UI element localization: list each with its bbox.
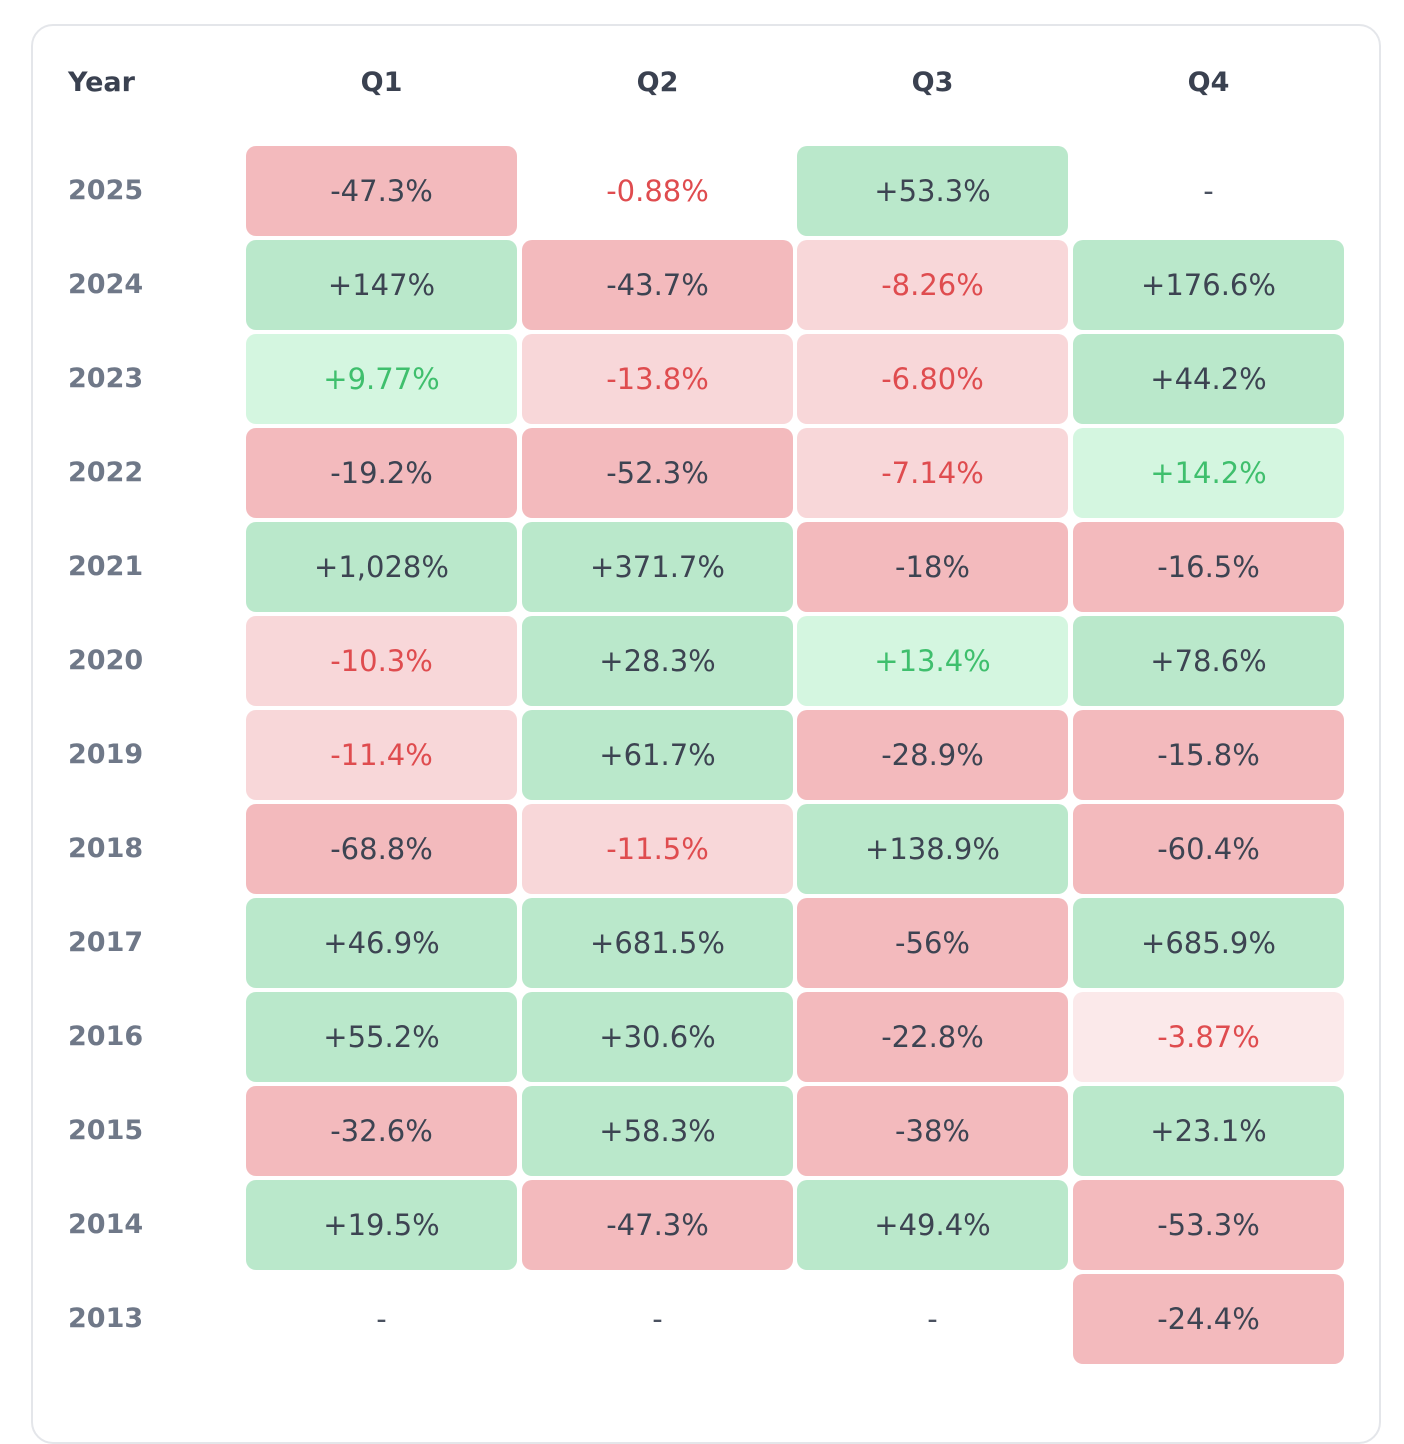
quarter-return-cell-q4: -16.5% — [1073, 522, 1344, 612]
quarter-return-cell-q4: +176.6% — [1073, 240, 1344, 330]
quarter-return-cell-q1: -68.8% — [246, 804, 517, 894]
quarter-return-cell-q2: -13.8% — [522, 334, 793, 424]
quarter-return-cell-q2: +371.7% — [522, 522, 793, 612]
quarter-return-cell-q4: +685.9% — [1073, 898, 1344, 988]
header-q2: Q2 — [636, 67, 679, 98]
quarter-return-cell-q2: +30.6% — [522, 992, 793, 1082]
quarter-return-cell-q1: - — [376, 1302, 387, 1336]
header-year: Year — [68, 67, 135, 98]
quarter-return-cell-q4: +44.2% — [1073, 334, 1344, 424]
header-q1: Q1 — [360, 67, 403, 98]
year-label: 2017 — [68, 927, 144, 958]
quarter-return-cell-q3: +49.4% — [797, 1180, 1068, 1270]
quarter-return-cell-q1: +19.5% — [246, 1180, 517, 1270]
quarter-return-cell-q2: +681.5% — [522, 898, 793, 988]
quarter-return-cell-q1: -19.2% — [246, 428, 517, 518]
quarter-return-cell-q1: +46.9% — [246, 898, 517, 988]
header-q3: Q3 — [911, 67, 954, 98]
year-label: 2015 — [68, 1115, 144, 1146]
quarter-return-cell-q4: -15.8% — [1073, 710, 1344, 800]
year-label: 2019 — [68, 739, 144, 770]
table-row: 2021 +1,028% +371.7% -18% -16.5% — [0, 522, 1404, 612]
quarter-return-cell-q3: -56% — [797, 898, 1068, 988]
quarter-return-cell-q1: -47.3% — [246, 146, 517, 236]
quarter-return-cell-q4: -60.4% — [1073, 804, 1344, 894]
quarter-return-cell-q4: -53.3% — [1073, 1180, 1344, 1270]
quarter-return-cell-q3: -7.14% — [797, 428, 1068, 518]
quarter-return-cell-q3: -22.8% — [797, 992, 1068, 1082]
quarter-return-cell-q2: +28.3% — [522, 616, 793, 706]
quarter-return-cell-q2: +58.3% — [522, 1086, 793, 1176]
year-label: 2018 — [68, 833, 144, 864]
table-row: 2024 +147% -43.7% -8.26% +176.6% — [0, 240, 1404, 330]
quarter-return-cell-q4: - — [1203, 174, 1214, 208]
year-label: 2020 — [68, 645, 144, 676]
quarter-return-cell-q2: -11.5% — [522, 804, 793, 894]
year-label: 2023 — [68, 363, 144, 394]
quarter-return-cell-q3: +53.3% — [797, 146, 1068, 236]
quarter-return-cell-q3: +138.9% — [797, 804, 1068, 894]
year-label: 2022 — [68, 457, 144, 488]
quarter-return-cell-q3: -6.80% — [797, 334, 1068, 424]
table-row: 2022 -19.2% -52.3% -7.14% +14.2% — [0, 428, 1404, 518]
quarter-return-cell-q3: -38% — [797, 1086, 1068, 1176]
table-row: 2018 -68.8% -11.5% +138.9% -60.4% — [0, 804, 1404, 894]
quarter-return-cell-q4: -24.4% — [1073, 1274, 1344, 1364]
year-label: 2013 — [68, 1303, 144, 1334]
quarter-return-cell-q1: +1,028% — [246, 522, 517, 612]
table-row: 2020 -10.3% +28.3% +13.4% +78.6% — [0, 616, 1404, 706]
quarter-return-cell-q4: +78.6% — [1073, 616, 1344, 706]
quarter-return-cell-q1: +9.77% — [246, 334, 517, 424]
quarter-return-cell-q2: +61.7% — [522, 710, 793, 800]
year-label: 2024 — [68, 269, 144, 300]
quarter-return-cell-q3: -8.26% — [797, 240, 1068, 330]
quarter-return-cell-q3: -18% — [797, 522, 1068, 612]
quarter-return-cell-q2: -0.88% — [606, 174, 709, 208]
year-label: 2014 — [68, 1209, 144, 1240]
quarter-return-cell-q1: +55.2% — [246, 992, 517, 1082]
quarter-return-cell-q1: -32.6% — [246, 1086, 517, 1176]
quarter-return-cell-q4: +23.1% — [1073, 1086, 1344, 1176]
quarter-return-cell-q1: -10.3% — [246, 616, 517, 706]
quarter-return-cell-q4: -3.87% — [1073, 992, 1344, 1082]
quarter-return-cell-q3: -28.9% — [797, 710, 1068, 800]
quarter-return-cell-q4: +14.2% — [1073, 428, 1344, 518]
quarter-return-cell-q2: -52.3% — [522, 428, 793, 518]
quarter-return-cell-q1: +147% — [246, 240, 517, 330]
table-row: 2017 +46.9% +681.5% -56% +685.9% — [0, 898, 1404, 988]
table-row: 2016 +55.2% +30.6% -22.8% -3.87% — [0, 992, 1404, 1082]
table-row: 2023 +9.77% -13.8% -6.80% +44.2% — [0, 334, 1404, 424]
quarter-return-cell-q2: - — [652, 1302, 663, 1336]
header-q4: Q4 — [1187, 67, 1230, 98]
quarter-return-cell-q3: +13.4% — [797, 616, 1068, 706]
year-label: 2025 — [68, 175, 144, 206]
quarter-return-cell-q2: -47.3% — [522, 1180, 793, 1270]
table-row: 2013 - - - -24.4% — [0, 1274, 1404, 1364]
table-row: 2014 +19.5% -47.3% +49.4% -53.3% — [0, 1180, 1404, 1270]
year-label: 2021 — [68, 551, 144, 582]
table-row: 2025 -47.3% -0.88% +53.3% - — [0, 146, 1404, 236]
table-row: 2015 -32.6% +58.3% -38% +23.1% — [0, 1086, 1404, 1176]
year-label: 2016 — [68, 1021, 144, 1052]
quarter-return-cell-q2: -43.7% — [522, 240, 793, 330]
quarter-return-cell-q1: -11.4% — [246, 710, 517, 800]
table-row: 2019 -11.4% +61.7% -28.9% -15.8% — [0, 710, 1404, 800]
quarter-return-cell-q3: - — [927, 1302, 938, 1336]
